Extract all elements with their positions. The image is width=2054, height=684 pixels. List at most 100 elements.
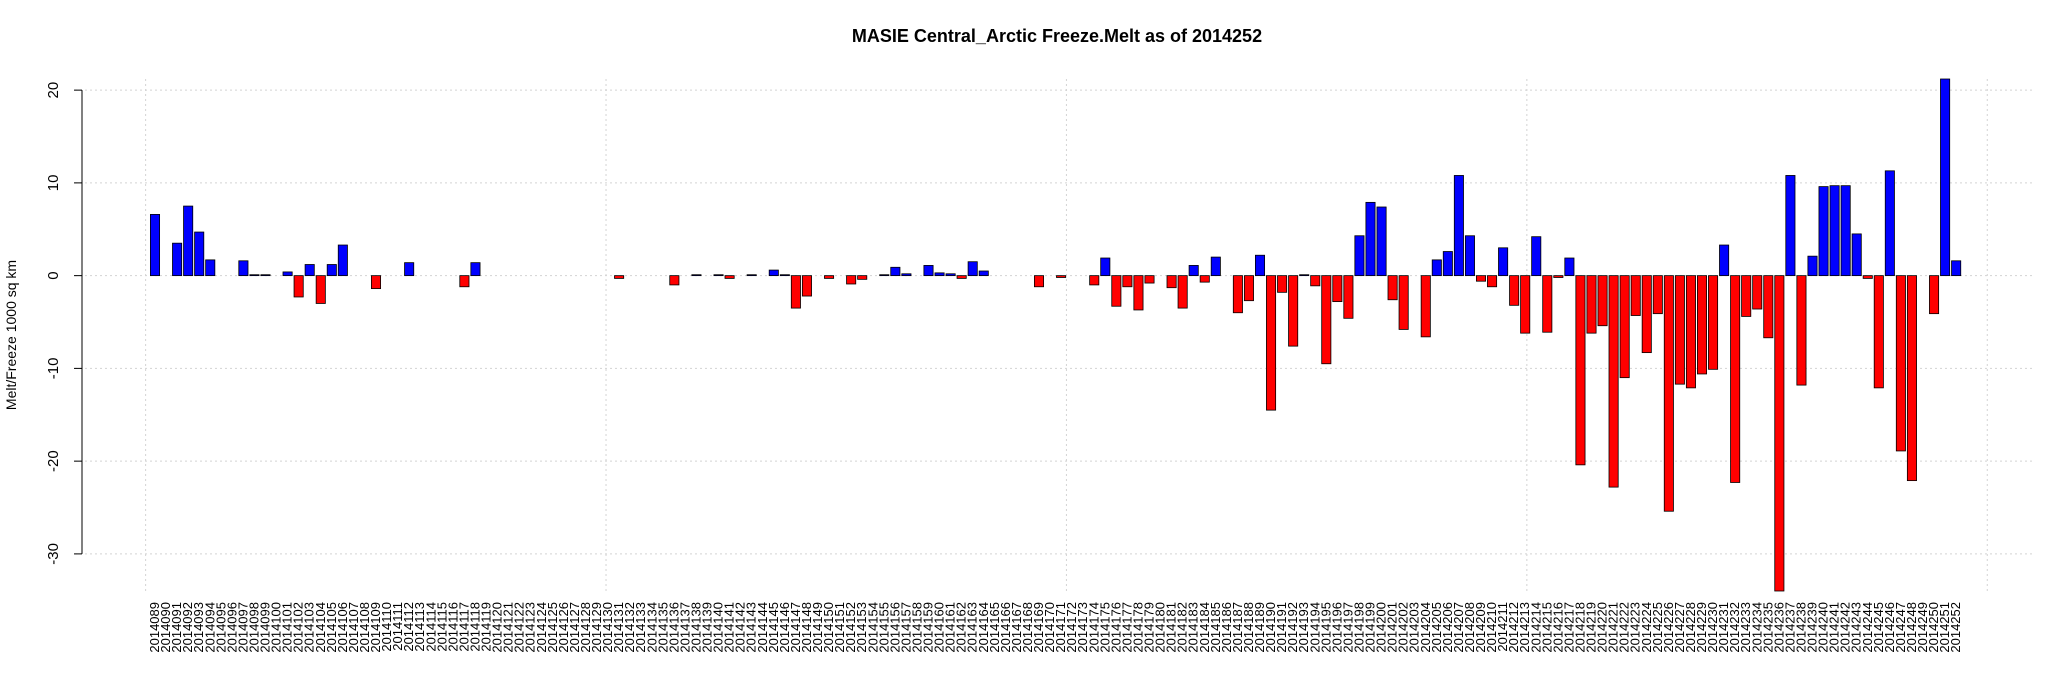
x-tick-label: 2014213 [1517,602,1532,653]
x-tick-label: 2014187 [1230,602,1245,653]
bar [1906,275,1917,482]
x-tick-label: 2014214 [1528,602,1543,653]
bar [1232,275,1243,314]
bar [1509,275,1520,306]
x-tick-label: 2014200 [1374,602,1389,653]
x-tick-label: 2014143 [744,602,759,653]
bar [1730,275,1741,483]
x-tick-label: 2014149 [810,602,825,653]
x-tick-label: 2014156 [887,602,902,653]
bar [404,262,415,277]
x-tick-label: 2014211 [1495,602,1510,652]
bar [1674,275,1685,385]
x-tick-label: 2014122 [512,602,527,653]
x-tick-label: 2014131 [611,602,626,653]
x-tick-label: 2014174 [1086,602,1101,653]
x-tick-label: 2014212 [1506,602,1521,653]
x-tick-label: 2014116 [445,602,460,652]
bar [846,275,857,285]
chart-title: MASIE Central_Arctic Freeze.Melt as of 2… [852,26,1262,46]
bar [172,242,183,277]
x-tick-label: 2014136 [666,602,681,653]
x-tick-label: 2014242 [1838,602,1853,653]
x-tick-label: 2014133 [633,602,648,653]
x-tick-label: 2014243 [1849,602,1864,653]
x-tick-label: 2014248 [1904,602,1919,653]
x-tick-label: 2014171 [1053,602,1068,653]
x-tick-label: 2014238 [1793,602,1808,653]
x-tick-label: 2014241 [1827,602,1842,653]
bar [724,275,735,279]
x-tick-label: 2014177 [1119,602,1134,653]
x-tick-label: 2014235 [1760,602,1775,653]
x-tick-label: 2014244 [1860,602,1875,653]
x-tick-label: 2014246 [1882,602,1897,653]
x-tick-label: 2014121 [501,602,516,653]
x-tick-label: 2014153 [854,602,869,653]
x-tick-label: 2014215 [1539,602,1554,653]
bar [249,274,260,277]
bar [1166,275,1177,289]
x-tick-label: 2014226 [1661,602,1676,653]
x-tick-label: 2014132 [622,602,637,653]
x-tick-label: 2014231 [1716,602,1731,653]
x-tick-label: 2014190 [1263,602,1278,653]
x-tick-label: 2014232 [1727,602,1742,653]
x-tick-label: 2014223 [1628,602,1643,653]
bar [1332,275,1343,303]
x-tick-label: 2014251 [1937,602,1952,653]
x-tick-label: 2014192 [1285,602,1300,653]
x-tick-label: 2014162 [954,602,969,653]
x-tick-label: 2014186 [1219,602,1234,653]
bar [1884,170,1895,277]
x-tick-label: 2014150 [821,602,836,653]
bar [901,273,912,277]
x-tick-label: 2014101 [280,602,295,653]
x-tick-label: 2014091 [169,602,184,653]
x-tick-label: 2014129 [589,602,604,653]
x-tick-label: 2014198 [1351,602,1366,653]
bar [956,275,967,279]
x-tick-label: 2014230 [1705,602,1720,653]
x-tick-label: 2014154 [865,602,880,653]
x-tick-label: 2014227 [1672,602,1687,653]
bar [1487,275,1498,288]
x-tick-label: 2014206 [1440,602,1455,653]
bar [315,275,326,304]
x-tick-label: 2014104 [313,602,328,653]
x-tick-label: 2014151 [832,602,847,653]
bar [1531,236,1542,277]
x-tick-label: 2014097 [235,602,250,653]
bar [1741,275,1752,317]
bar [1652,275,1663,315]
bar [1719,244,1730,277]
bar [1553,275,1564,278]
x-tick-label: 2014163 [965,602,980,653]
x-tick-label: 2014252 [1948,602,1963,653]
x-tick-label: 2014115 [434,602,449,652]
x-tick-label: 2014165 [987,602,1002,653]
bar [260,274,271,277]
bar [304,264,315,277]
x-tick-label: 2014173 [1075,602,1090,653]
x-tick-label: 2014247 [1893,602,1908,653]
x-tick-label: 2014130 [600,602,615,653]
x-tick-label: 2014250 [1926,602,1941,653]
x-tick-label: 2014188 [1241,602,1256,653]
bar [1597,275,1608,327]
bar [779,274,790,277]
bar [337,244,348,277]
x-tick-label: 2014222 [1617,602,1632,653]
y-tick-label: -20 [45,450,62,472]
x-tick-label: 2014099 [258,602,273,653]
x-tick-label: 2014147 [788,602,803,653]
bar [293,275,304,298]
bar [879,274,890,277]
x-tick-label: 2014161 [943,602,958,653]
bar [1873,275,1884,389]
x-tick-label: 2014245 [1871,602,1886,653]
x-tick-label: 2014191 [1274,602,1289,653]
bar [1929,275,1940,315]
x-tick-label: 2014110 [379,602,394,652]
y-tick-label: -30 [45,543,62,565]
